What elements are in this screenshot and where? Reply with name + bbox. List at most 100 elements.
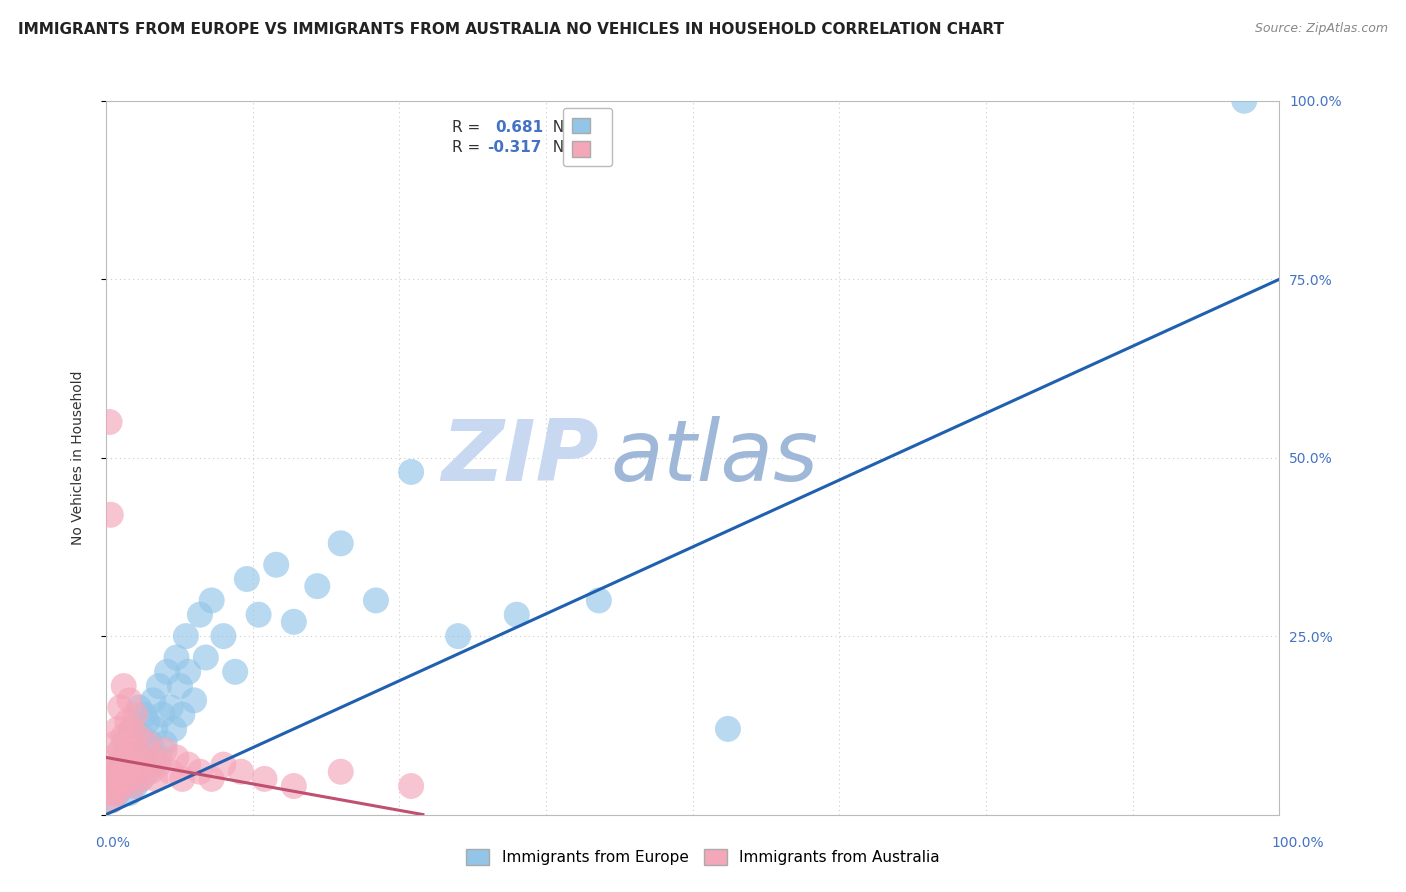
Point xyxy=(253,772,276,786)
Point xyxy=(124,779,146,793)
Point xyxy=(112,779,135,793)
Point xyxy=(183,693,205,707)
Text: 0.0%: 0.0% xyxy=(96,836,131,850)
Point xyxy=(139,764,162,779)
Point xyxy=(108,700,131,714)
Point xyxy=(142,693,165,707)
Point xyxy=(153,743,176,757)
Point xyxy=(506,607,529,622)
Point xyxy=(117,772,139,786)
Point xyxy=(132,757,155,772)
Point xyxy=(329,536,352,550)
Point xyxy=(121,722,143,736)
Text: 0.681: 0.681 xyxy=(496,120,544,136)
Point xyxy=(121,772,143,786)
Point xyxy=(98,786,121,800)
Text: N =: N = xyxy=(543,140,586,154)
Point xyxy=(107,722,129,736)
Point xyxy=(588,593,610,607)
Text: 100.0%: 100.0% xyxy=(1272,836,1324,850)
Point xyxy=(103,779,125,793)
Point xyxy=(120,757,142,772)
Point xyxy=(101,793,124,807)
Point xyxy=(122,743,145,757)
Text: 51: 51 xyxy=(583,140,605,154)
Point xyxy=(125,764,148,779)
Point xyxy=(399,465,422,479)
Point xyxy=(188,607,211,622)
Point xyxy=(143,722,166,736)
Point xyxy=(124,707,146,722)
Point xyxy=(177,757,200,772)
Point xyxy=(1233,94,1256,108)
Point xyxy=(108,772,131,786)
Point xyxy=(174,629,197,643)
Point xyxy=(188,764,211,779)
Point xyxy=(194,650,217,665)
Point xyxy=(159,764,181,779)
Point xyxy=(229,764,252,779)
Point xyxy=(399,779,422,793)
Point xyxy=(112,679,135,693)
Point xyxy=(101,793,124,807)
Point xyxy=(212,629,235,643)
Point xyxy=(112,736,135,750)
Text: R =: R = xyxy=(453,140,485,154)
Point xyxy=(172,707,194,722)
Point xyxy=(247,607,270,622)
Point xyxy=(447,629,470,643)
Point xyxy=(110,757,132,772)
Point xyxy=(152,707,174,722)
Point xyxy=(118,693,141,707)
Point xyxy=(101,750,124,764)
Point xyxy=(717,722,740,736)
Point xyxy=(212,757,235,772)
Text: -0.317: -0.317 xyxy=(488,140,541,154)
Point xyxy=(129,772,152,786)
Point xyxy=(104,736,127,750)
Point xyxy=(264,558,287,572)
Point xyxy=(108,757,131,772)
Point xyxy=(169,679,191,693)
Point xyxy=(127,729,149,743)
Point xyxy=(166,750,188,764)
Point xyxy=(118,750,141,764)
Point xyxy=(111,779,134,793)
Point xyxy=(156,665,179,679)
Point xyxy=(129,772,152,786)
Point xyxy=(128,700,150,714)
Point xyxy=(122,779,145,793)
Legend: , : , xyxy=(562,109,612,167)
Point xyxy=(128,750,150,764)
Text: R =: R = xyxy=(453,120,491,136)
Point xyxy=(148,757,170,772)
Point xyxy=(148,679,170,693)
Point xyxy=(105,786,128,800)
Point xyxy=(177,665,200,679)
Text: ZIP: ZIP xyxy=(441,417,599,500)
Point xyxy=(112,729,135,743)
Text: Source: ZipAtlas.com: Source: ZipAtlas.com xyxy=(1254,22,1388,36)
Point xyxy=(201,772,224,786)
Point xyxy=(121,722,143,736)
Text: atlas: atlas xyxy=(610,417,818,500)
Point xyxy=(107,786,129,800)
Point xyxy=(114,764,136,779)
Point xyxy=(98,415,121,429)
Point xyxy=(142,750,165,764)
Point xyxy=(118,786,141,800)
Point xyxy=(124,743,146,757)
Point xyxy=(118,736,141,750)
Point xyxy=(166,650,188,665)
Point xyxy=(142,757,165,772)
Point xyxy=(224,665,246,679)
Point xyxy=(134,707,156,722)
Point xyxy=(132,750,155,764)
Point xyxy=(153,736,176,750)
Legend: Immigrants from Europe, Immigrants from Australia: Immigrants from Europe, Immigrants from … xyxy=(460,843,946,871)
Point xyxy=(104,764,127,779)
Point xyxy=(283,615,305,629)
Point xyxy=(115,750,138,764)
Point xyxy=(129,729,152,743)
Text: 56: 56 xyxy=(583,120,605,136)
